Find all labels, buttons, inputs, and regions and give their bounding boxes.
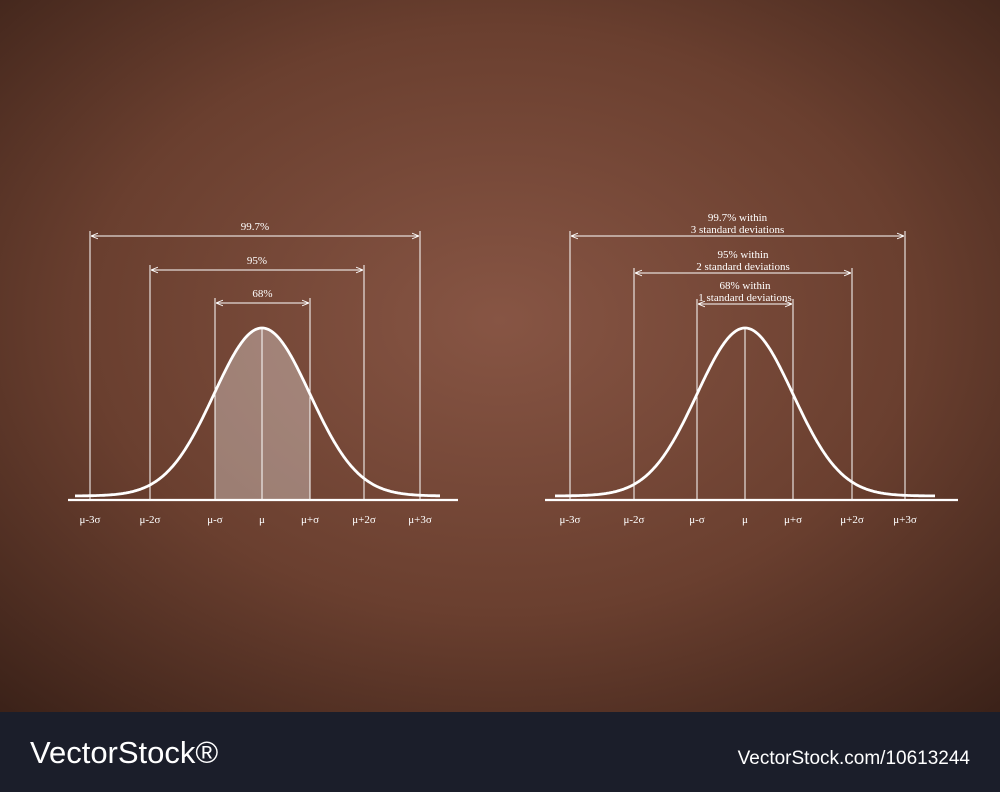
axis-label: μ+3σ	[408, 514, 432, 526]
range-label: 3 standard deviations	[691, 224, 784, 236]
chalkboard	[0, 0, 1000, 712]
axis-label: μ+2σ	[352, 514, 376, 526]
axis-label: μ+σ	[301, 514, 319, 526]
axis-label: μ-σ	[689, 514, 705, 526]
axis-label: μ	[259, 514, 265, 526]
axis-label: μ-2σ	[140, 514, 161, 526]
range-label: 68% within	[719, 280, 771, 292]
range-label: 2 standard deviations	[696, 261, 789, 273]
range-label: 99.7% within	[708, 212, 768, 224]
left-diagram: 99.7% 95% 68% μ-3σ μ-2σ μ-σ μ μ+σ μ+2σ μ+3σ	[68, 221, 458, 526]
axis-label: μ+2σ	[840, 514, 864, 526]
range-label: 99.7%	[241, 221, 269, 233]
range-label: 95% within	[717, 249, 769, 261]
bell-curve	[555, 326, 935, 498]
axis-label: μ+3σ	[893, 514, 917, 526]
axis-label: μ-3σ	[560, 514, 581, 526]
range-label: 68%	[252, 288, 272, 300]
axis-label: μ+σ	[784, 514, 802, 526]
bell-curve	[75, 326, 440, 498]
axis-label: μ-2σ	[624, 514, 645, 526]
axis-label: μ	[742, 514, 748, 526]
range-label: 1 standard deviations	[698, 292, 791, 304]
brand: VectorStock®	[30, 735, 218, 770]
image-id: VectorStock.com/10613244	[738, 748, 971, 769]
axis-label: μ-σ	[207, 514, 223, 526]
range-label: 95%	[247, 255, 267, 267]
footer-bar	[0, 712, 1000, 792]
axis-label: μ-3σ	[80, 514, 101, 526]
